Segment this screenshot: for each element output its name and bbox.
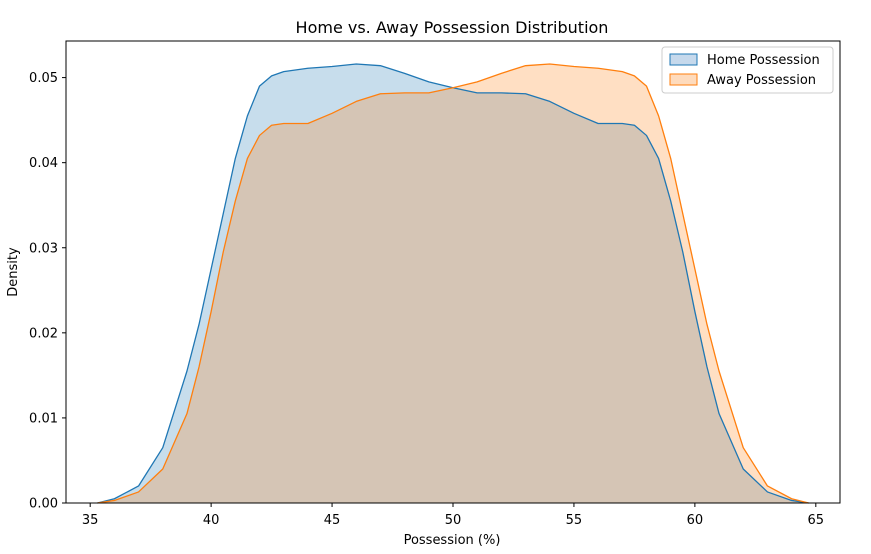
legend-box	[661, 46, 834, 94]
y-axis-label: Density	[6, 247, 21, 297]
y-tick-label: 0.03	[29, 241, 58, 256]
y-tick-label: 0.05	[29, 71, 58, 86]
series-area-0	[97, 63, 809, 503]
density-areas	[97, 63, 809, 503]
series-line-1	[97, 63, 809, 504]
x-tick-label: 60	[687, 513, 704, 528]
x-tick-label: 45	[324, 513, 341, 528]
y-tick-label: 0.00	[29, 497, 58, 512]
density-lines	[97, 63, 809, 504]
y-axis: 0.00 0.01 0.02 0.03 0.04 0.05	[29, 71, 66, 512]
legend-swatch-1	[669, 73, 698, 86]
x-tick-label: 35	[82, 513, 99, 528]
legend-label-1: Away Possession	[707, 73, 816, 88]
x-tick-label: 50	[445, 513, 462, 528]
y-tick-label: 0.04	[29, 156, 58, 171]
y-tick-label: 0.01	[29, 411, 58, 426]
series-area-1	[97, 63, 809, 503]
legend-label-0: Home Possession	[707, 53, 820, 68]
x-tick-label: 65	[808, 513, 825, 528]
x-axis-label: Possession (%)	[404, 533, 501, 548]
legend: Home Possession Away Possession	[661, 46, 834, 94]
legend-swatch-0	[669, 53, 698, 66]
y-tick-label: 0.02	[29, 326, 58, 341]
x-tick-label: 40	[203, 513, 220, 528]
x-axis: 35 40 45 50 55 60 65	[82, 503, 824, 528]
x-tick-label: 55	[566, 513, 583, 528]
chart-title: Home vs. Away Possession Distribution	[296, 18, 609, 37]
